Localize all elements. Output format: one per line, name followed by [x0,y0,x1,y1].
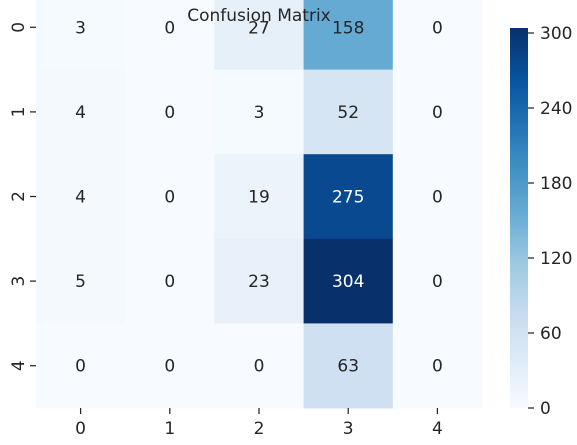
colorbar-tick-label: 60 [540,324,562,344]
cell-value-label: 4 [75,103,86,123]
cell-value-label: 0 [75,357,86,377]
cell-value-label: 19 [248,188,270,208]
x-tick-label: 4 [432,419,443,439]
heatmap-cell [36,323,126,409]
heatmap-cell [125,69,215,155]
y-axis: 0 1 2 3 4 [9,22,36,371]
colorbar-tick-label: 120 [540,249,572,269]
cell-value-label: 0 [432,272,443,292]
colorbar-tick-label: 240 [540,99,572,119]
colorbar-tick-label: 300 [540,24,572,44]
heatmap-cell [303,0,394,71]
x-tick-label: 1 [164,419,175,439]
cell-value-label: 5 [75,272,86,292]
cell-value-label: 304 [332,272,364,292]
heatmap-cell-labels: 3 0 27 158 0 4 0 3 52 0 4 0 19 275 0 5 0 23 304 0 0 0 0 63 0 [75,18,443,376]
cell-value-label: 0 [432,103,443,123]
y-tick-label: 0 [9,22,29,33]
heatmap-cell [36,238,126,324]
colorbar-gradient [510,28,528,408]
cell-value-label: 3 [254,103,265,123]
cell-value-label: 52 [337,103,359,123]
heatmap-cell [125,238,215,324]
cell-value-label: 0 [432,357,443,377]
heatmap-cell [392,323,483,409]
heatmap-cell [303,323,394,409]
x-tick-label: 0 [75,419,86,439]
chart-title: Confusion Matrix [187,6,331,26]
heatmap-cell [214,238,305,324]
y-tick-label: 2 [9,191,29,202]
heatmap-cell [303,238,394,324]
cell-value-label: 27 [248,18,270,38]
heatmap-cell [36,69,126,155]
heatmap-cell [125,0,215,71]
y-tick-label: 4 [9,360,29,371]
x-tick-label: 2 [254,419,265,439]
cell-value-label: 63 [337,357,359,377]
cell-value-label: 158 [332,18,364,38]
heatmap-cell [214,154,305,240]
cell-value-label: 0 [164,18,175,38]
colorbar-tick-label: 180 [540,174,572,194]
cell-value-label: 0 [164,103,175,123]
heatmap-cell [303,69,394,155]
x-tick-label: 3 [343,419,354,439]
cell-value-label: 0 [164,357,175,377]
heatmap-cell [392,0,483,71]
heatmap-cell [214,69,305,155]
cell-value-label: 23 [248,272,270,292]
cell-value-label: 275 [332,188,364,208]
x-axis: 0 1 2 3 4 [75,408,443,439]
y-tick-label: 1 [9,106,29,117]
cell-value-label: 4 [75,188,86,208]
heatmap-cell [392,154,483,240]
y-tick-label: 3 [9,276,29,287]
cell-value-label: 0 [432,188,443,208]
colorbar-tick-label: 0 [540,399,551,419]
cell-value-label: 0 [254,357,265,377]
heatmap-cell [36,0,126,71]
cell-value-label: 0 [164,272,175,292]
cell-value-label: 0 [164,188,175,208]
heatmap-cell [392,238,483,324]
colorbar: 0 60 120 180 240 300 [510,24,572,419]
heatmap-cell [125,323,215,409]
cell-value-label: 0 [432,18,443,38]
heatmap-cell [392,69,483,155]
heatmap-cell [303,154,394,240]
heatmap-cell [125,154,215,240]
cell-value-label: 3 [75,18,86,38]
heatmap-cell [214,0,305,71]
heatmap-cell [36,154,126,240]
heatmap-cell [214,323,305,409]
heatmap-cells [36,0,483,409]
